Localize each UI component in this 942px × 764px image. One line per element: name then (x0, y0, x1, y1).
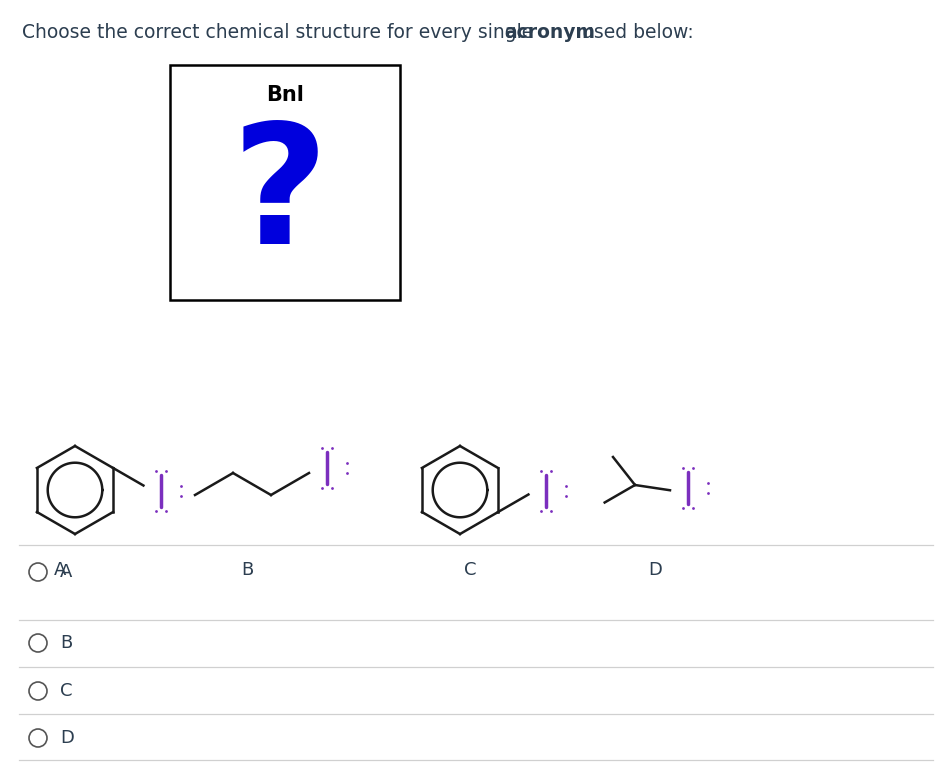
Text: A: A (60, 563, 73, 581)
Text: B: B (60, 634, 73, 652)
Text: acronym: acronym (504, 24, 595, 43)
Text: used below:: used below: (576, 24, 693, 43)
Text: A: A (54, 561, 66, 579)
Text: D: D (648, 561, 662, 579)
Text: Bnl: Bnl (266, 85, 304, 105)
Bar (170, 65, 400, 300)
Text: C: C (463, 561, 477, 579)
Text: B: B (241, 561, 253, 579)
Text: ?: ? (232, 116, 329, 279)
Text: C: C (60, 682, 73, 700)
Text: D: D (60, 729, 73, 747)
Text: Choose the correct chemical structure for every single: Choose the correct chemical structure fo… (22, 24, 539, 43)
